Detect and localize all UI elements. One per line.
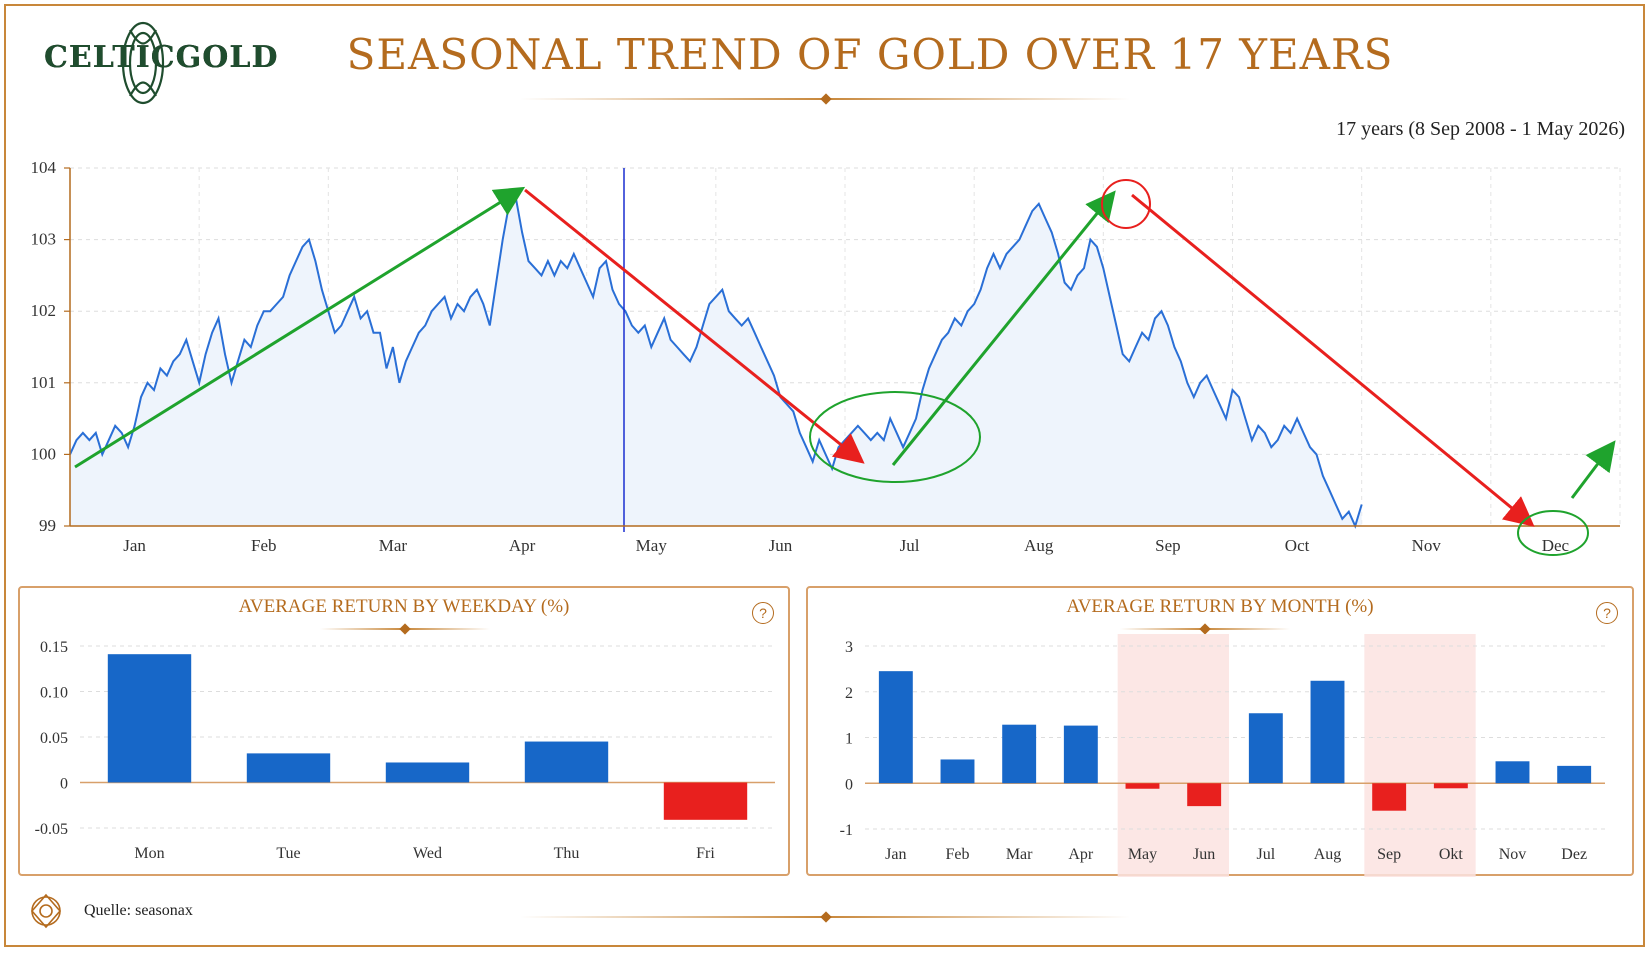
weekday-panel-title: AVERAGE RETURN BY WEEKDAY (%) bbox=[238, 596, 570, 617]
x-tick-label: Dec bbox=[1542, 536, 1570, 555]
green-up-arrow bbox=[891, 190, 1116, 466]
autumn-high-circle bbox=[1101, 179, 1151, 229]
x-tick-label: Oct bbox=[1285, 536, 1310, 555]
x-tick-label: Aug bbox=[1024, 536, 1054, 555]
celtic-knot-icon bbox=[121, 21, 165, 105]
green-up-arrow bbox=[74, 186, 526, 469]
y-tick-label: 104 bbox=[31, 158, 57, 177]
weekday-help-icon[interactable]: ? bbox=[752, 602, 774, 624]
page-frame bbox=[4, 4, 1645, 947]
green-up-arrow bbox=[1570, 440, 1616, 499]
month-panel-title: AVERAGE RETURN BY MONTH (%) bbox=[1066, 596, 1374, 617]
summer-low-circle bbox=[809, 391, 981, 483]
x-tick-label: Apr bbox=[509, 536, 536, 555]
red-down-arrow bbox=[524, 188, 865, 464]
x-tick-label: Sep bbox=[1155, 536, 1181, 555]
x-tick-label: Jul bbox=[900, 536, 920, 555]
chart-period: 17 years (8 Sep 2008 - 1 May 2026) bbox=[1336, 118, 1625, 140]
x-tick-label: Jun bbox=[769, 536, 793, 555]
y-tick-label: 99 bbox=[39, 516, 56, 535]
year-end-low-circle bbox=[1517, 510, 1589, 556]
y-tick-label: 103 bbox=[31, 230, 57, 249]
source-label: Quelle: seasonax bbox=[84, 902, 193, 919]
seasonal-line bbox=[69, 194, 1363, 529]
x-tick-label: Jan bbox=[123, 536, 146, 555]
celtic-knot-small-icon bbox=[30, 893, 62, 929]
brand-logo bbox=[40, 18, 250, 108]
month-help-icon[interactable]: ? bbox=[1596, 602, 1618, 624]
brand-name: CELTICGOLD bbox=[44, 40, 279, 75]
y-tick-label: 100 bbox=[31, 444, 57, 463]
trend-annotations bbox=[74, 179, 1616, 556]
x-tick-label: Feb bbox=[251, 536, 277, 555]
x-tick-label: Nov bbox=[1412, 536, 1442, 555]
y-tick-label: 101 bbox=[31, 373, 57, 392]
y-tick-label: 102 bbox=[31, 301, 57, 320]
seasonal-line-chart: 104 103 102 101 100 99 Jan Feb Mar Apr May Jun Jul Au… bbox=[31, 158, 1621, 556]
page-title: SEASONAL TREND OF GOLD OVER 17 YEARS bbox=[346, 30, 1394, 79]
x-tick-label: May bbox=[636, 536, 668, 555]
red-down-arrow bbox=[1131, 193, 1535, 527]
x-tick-label: Mar bbox=[379, 536, 408, 555]
seasonal-area bbox=[70, 196, 1362, 526]
